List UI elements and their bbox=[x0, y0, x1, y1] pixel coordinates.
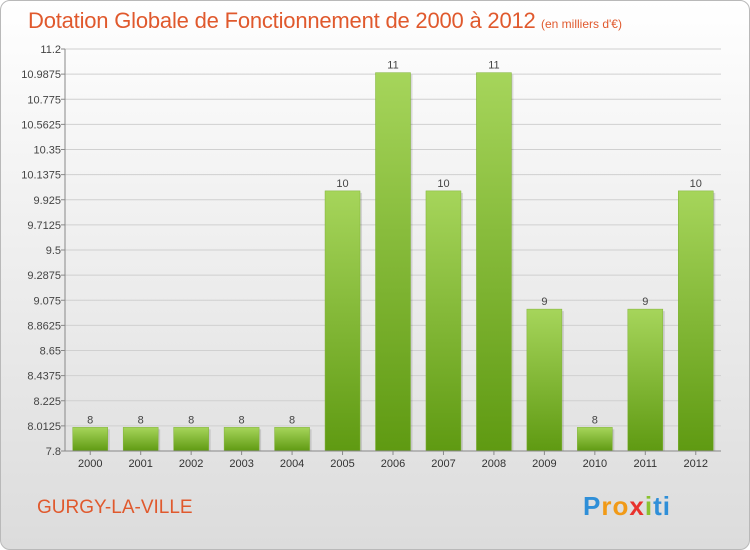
y-tick-label: 10.5625 bbox=[21, 119, 61, 131]
chart-title: Dotation Globale de Fonctionnement de 20… bbox=[28, 8, 536, 33]
x-tick-label: 2010 bbox=[583, 458, 607, 470]
bar bbox=[122, 427, 159, 452]
bar bbox=[577, 427, 613, 452]
bar bbox=[324, 190, 361, 452]
y-tick-label: 10.775 bbox=[27, 94, 61, 106]
bar bbox=[627, 308, 664, 452]
bar-value-label: 8 bbox=[239, 414, 245, 426]
logo-letter: o bbox=[612, 491, 630, 521]
x-tick-label: 2004 bbox=[280, 458, 304, 470]
y-tick-label: 9.925 bbox=[33, 195, 61, 207]
bar bbox=[678, 190, 714, 452]
logo-letter: i bbox=[644, 491, 654, 521]
bar-value-label: 8 bbox=[188, 414, 194, 426]
bar-value-label: 9 bbox=[541, 296, 547, 308]
x-tick-label: 2001 bbox=[128, 458, 152, 470]
logo-letter: P bbox=[583, 491, 602, 521]
x-tick-label: 2012 bbox=[684, 458, 708, 470]
bars bbox=[72, 72, 716, 452]
bar bbox=[72, 427, 108, 452]
x-tick-label: 2006 bbox=[381, 458, 405, 470]
logo-letter: ti bbox=[653, 491, 671, 521]
x-tick-label: 2005 bbox=[330, 458, 354, 470]
bar-value-label: 10 bbox=[336, 178, 348, 190]
y-tick-label: 10.9875 bbox=[21, 69, 61, 81]
x-tick-label: 2003 bbox=[229, 458, 253, 470]
bar bbox=[425, 190, 462, 452]
bar-value-label: 8 bbox=[138, 414, 144, 426]
y-tick-label: 8.8625 bbox=[27, 320, 61, 332]
x-tick-label: 2009 bbox=[532, 458, 556, 470]
logo-letter: r bbox=[601, 491, 613, 521]
y-tick-label: 9.5 bbox=[46, 245, 61, 257]
commune-name: GURGY-LA-VILLE bbox=[37, 497, 193, 518]
y-tick-label: 8.0125 bbox=[27, 421, 61, 433]
y-tick-label: 8.225 bbox=[33, 396, 61, 408]
bar-value-label: 8 bbox=[592, 414, 598, 426]
y-tick-label: 9.075 bbox=[33, 295, 61, 307]
x-tick-label: 2000 bbox=[78, 458, 102, 470]
x-tick-label: 2007 bbox=[431, 458, 455, 470]
y-tick-label: 10.35 bbox=[33, 145, 61, 157]
x-tick-label: 2002 bbox=[179, 458, 203, 470]
bar-value-label: 9 bbox=[642, 296, 648, 308]
y-tick-label: 8.65 bbox=[40, 346, 61, 358]
y-tick-label: 10.1375 bbox=[21, 170, 61, 182]
tick-labels: 7.8 8.0125 8.225 8.4375 8.65 8.8625 9.075 9.287… bbox=[21, 44, 708, 470]
x-tick-label: 2008 bbox=[482, 458, 506, 470]
y-tick-label: 9.2875 bbox=[27, 270, 61, 282]
y-tick-label: 7.8 bbox=[46, 446, 61, 458]
chart-subtitle: (en milliers d'€) bbox=[541, 17, 622, 31]
axes bbox=[61, 48, 721, 455]
bar bbox=[173, 427, 209, 452]
x-tick-label: 2011 bbox=[633, 458, 657, 470]
bar bbox=[526, 308, 563, 452]
bar-value-label: 8 bbox=[87, 414, 93, 426]
y-tick-label: 8.4375 bbox=[27, 371, 61, 383]
bar bbox=[476, 72, 512, 452]
logo-letter: x bbox=[629, 491, 645, 521]
bar-value-label: 8 bbox=[289, 414, 295, 426]
y-tick-label: 9.7125 bbox=[27, 220, 61, 232]
bar bbox=[274, 427, 310, 452]
bar-value-label: 10 bbox=[690, 178, 702, 190]
proxiti-logo: Proxiti bbox=[583, 491, 671, 522]
bar-value-label: 11 bbox=[488, 60, 499, 72]
bar-value-label: 11 bbox=[387, 60, 398, 72]
y-tick-label: 11.2 bbox=[40, 44, 61, 56]
bar bbox=[375, 72, 411, 452]
bar-value-label: 10 bbox=[437, 178, 449, 190]
bar bbox=[223, 427, 260, 452]
